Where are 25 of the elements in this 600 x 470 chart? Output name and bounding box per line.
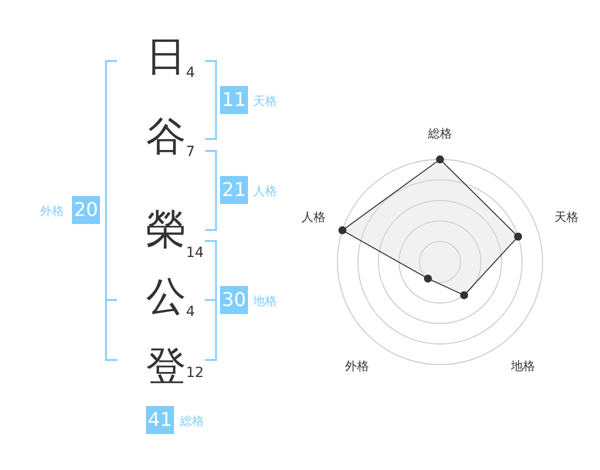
text: 外格: [40, 204, 64, 218]
text: 41: [146, 406, 174, 434]
text: 総格: [180, 414, 204, 428]
category-label: 榮: [146, 207, 186, 253]
spoke-label: 外格: [345, 359, 370, 374]
data-label: 14: [186, 245, 204, 261]
text: 11: [220, 86, 248, 114]
data-label: 4: [186, 304, 195, 320]
category-label: 登: [146, 344, 186, 390]
text: 20: [72, 196, 100, 224]
category-label: 公: [146, 274, 186, 320]
spoke-label: 人格: [301, 210, 326, 224]
data-label: 7: [186, 144, 195, 160]
text: 21: [220, 176, 248, 204]
data-label: 12: [186, 365, 204, 381]
spoke-label: 天格: [554, 210, 579, 224]
text: 30: [220, 286, 248, 314]
text: 地格: [253, 294, 277, 308]
text: 天格: [253, 94, 277, 108]
text: 人格: [253, 184, 277, 198]
spoke-label: 地格: [510, 359, 535, 374]
category-label: 日: [146, 34, 186, 80]
data-label: 4: [186, 65, 195, 81]
spoke-label: 総格: [427, 126, 452, 141]
category-label: 谷: [146, 114, 186, 160]
